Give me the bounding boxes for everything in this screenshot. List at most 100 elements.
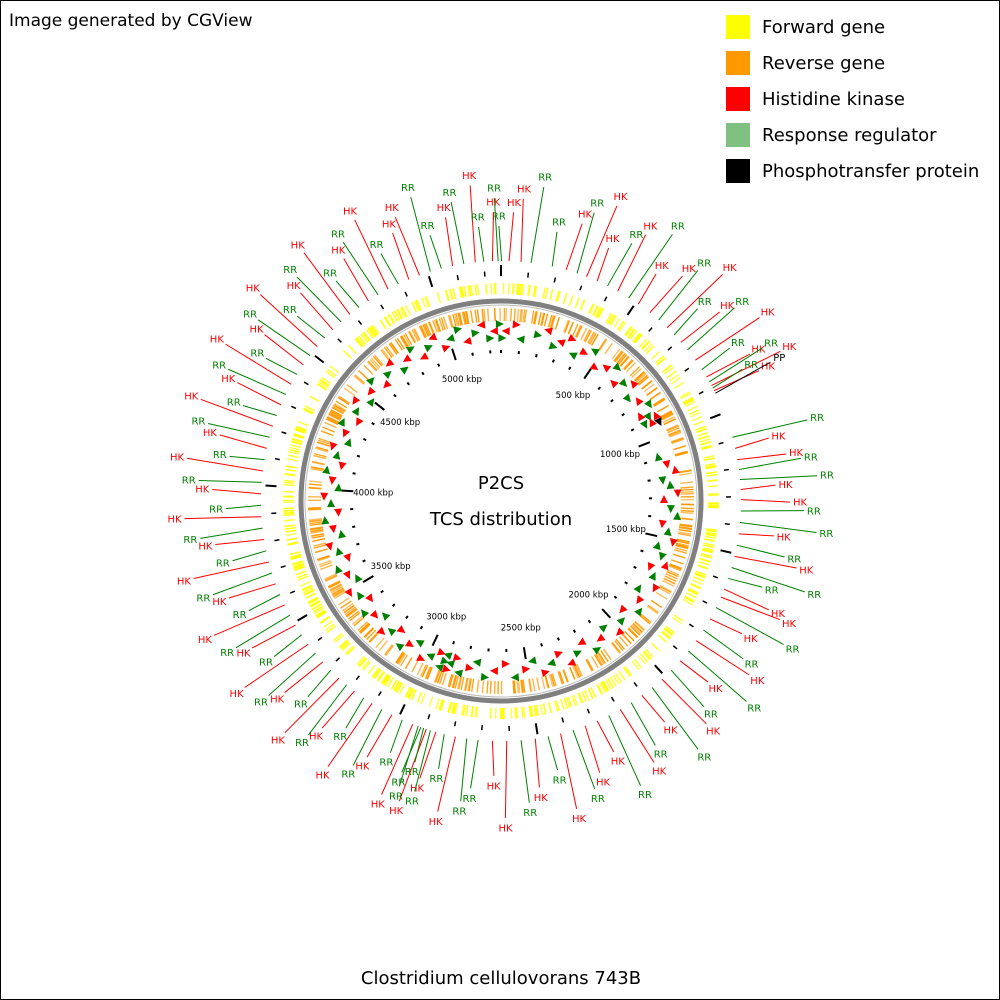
reverse-gene-mark xyxy=(311,533,325,538)
reverse-gene-mark xyxy=(398,653,407,666)
reverse-gene-mark xyxy=(668,565,682,572)
reverse-gene-mark xyxy=(543,313,549,327)
tcs-leader-line xyxy=(738,457,802,471)
reverse-gene-mark xyxy=(650,599,663,609)
forward-gene-mark xyxy=(682,396,694,404)
forward-gene-mark xyxy=(322,620,333,628)
tcs-arrow xyxy=(659,551,667,561)
tcs-label: RR xyxy=(807,506,821,517)
tcs-leader-line xyxy=(184,516,262,520)
inner-tick xyxy=(352,472,356,475)
tcs-leader-line xyxy=(565,223,583,271)
reverse-gene-mark xyxy=(624,631,635,642)
forward-gene-mark xyxy=(293,563,305,569)
outer-tick xyxy=(399,703,406,715)
tcs-leader-line xyxy=(200,527,263,539)
tcs-leader-line xyxy=(366,714,393,758)
forward-gene-mark xyxy=(285,529,297,533)
forward-gene-mark xyxy=(368,327,376,337)
forward-gene-mark xyxy=(560,698,565,710)
tcs-label: HK xyxy=(777,533,792,544)
tcs-leader-line xyxy=(257,319,311,356)
tcs-label: HK xyxy=(761,307,776,318)
reverse-gene-mark xyxy=(455,313,460,327)
tcs-label: RR xyxy=(452,807,466,818)
forward-gene-mark xyxy=(592,305,599,316)
reverse-gene-mark xyxy=(486,680,489,694)
tcs-arrow xyxy=(666,480,675,490)
outer-tick xyxy=(335,657,341,662)
reverse-gene-mark xyxy=(666,569,680,576)
reverse-gene-mark xyxy=(333,589,346,598)
tcs-arrow xyxy=(472,658,482,667)
forward-gene-mark xyxy=(290,554,302,559)
tcs-arrow xyxy=(366,398,375,408)
tcs-label: HK xyxy=(210,335,225,346)
reverse-gene-mark xyxy=(666,424,679,431)
forward-gene-mark xyxy=(521,706,524,718)
forward-gene-mark xyxy=(359,658,368,668)
reverse-gene-mark xyxy=(668,430,682,437)
reverse-gene-mark xyxy=(595,653,604,666)
outer-tick xyxy=(265,484,277,488)
tcs-label: PP xyxy=(773,353,785,364)
reverse-gene-mark xyxy=(643,383,655,393)
tcs-label: RR xyxy=(341,770,355,781)
outer-tick xyxy=(698,390,704,395)
reverse-gene-mark xyxy=(557,671,564,685)
tcs-leader-line xyxy=(342,242,379,296)
tcs-arrow xyxy=(528,656,537,665)
reverse-gene-mark xyxy=(663,418,676,426)
forward-gene-mark xyxy=(291,438,303,444)
forward-gene-mark xyxy=(387,314,395,325)
legend-item-reverse: Reverse gene xyxy=(726,45,979,81)
forward-gene-mark xyxy=(664,627,674,636)
reverse-gene-mark xyxy=(457,312,462,326)
forward-gene-mark xyxy=(682,598,694,606)
tcs-arrow xyxy=(516,335,525,344)
outer-tick xyxy=(553,277,557,283)
tcs-arrow xyxy=(598,624,608,633)
forward-gene-mark xyxy=(674,381,685,389)
reverse-gene-mark xyxy=(587,331,595,344)
reverse-gene-mark xyxy=(621,633,632,645)
forward-gene-mark xyxy=(474,706,478,718)
tcs-arrow xyxy=(360,609,370,619)
outer-tick xyxy=(337,338,342,343)
tcs-arrow xyxy=(453,326,462,335)
forward-gene-mark xyxy=(588,303,594,314)
forward-gene-mark xyxy=(666,370,677,379)
inner-tick xyxy=(621,413,625,417)
forward-gene-mark xyxy=(290,444,302,449)
reverse-gene-mark xyxy=(317,439,331,445)
reverse-gene-mark xyxy=(357,621,369,632)
tcs-leader-line xyxy=(419,731,437,779)
forward-gene-mark xyxy=(669,374,680,382)
forward-gene-mark xyxy=(436,292,442,304)
forward-gene-mark xyxy=(390,679,398,690)
forward-gene-mark xyxy=(567,696,573,708)
reverse-gene-mark xyxy=(448,674,454,688)
forward-gene-mark xyxy=(396,308,404,320)
forward-gene-mark xyxy=(297,420,309,427)
tcs-label: RR xyxy=(463,794,477,805)
reverse-gene-mark xyxy=(402,334,411,346)
forward-gene-mark xyxy=(689,411,701,418)
tcs-arrow xyxy=(596,633,606,642)
forward-gene-mark xyxy=(283,481,295,485)
tcs-arrow xyxy=(501,660,510,669)
forward-gene-mark xyxy=(302,585,313,592)
forward-gene-mark xyxy=(534,705,538,717)
forward-gene-mark xyxy=(470,284,474,297)
reverse-gene-mark xyxy=(353,616,365,627)
forward-gene-mark xyxy=(370,325,379,336)
outer-tick xyxy=(274,457,280,461)
tick-label: 500 kbp xyxy=(556,391,591,401)
forward-gene-mark xyxy=(522,284,525,296)
reverse-gene-mark xyxy=(530,310,535,324)
tcs-arrow xyxy=(572,650,582,658)
forward-gene-mark xyxy=(368,326,377,337)
outer-tick xyxy=(281,431,287,435)
forward-gene-mark xyxy=(542,287,546,299)
tcs-arrow xyxy=(577,637,587,645)
